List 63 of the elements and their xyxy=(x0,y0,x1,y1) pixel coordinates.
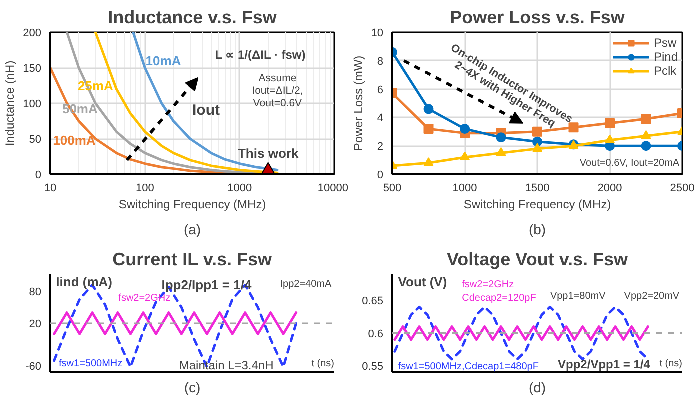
text: (c) xyxy=(184,380,201,396)
y-tick-label: -60 xyxy=(26,361,42,374)
annotation: Vpp1=80mV xyxy=(550,290,606,302)
x-tick-label: 2000 xyxy=(598,182,622,194)
x-tick-label: 2500 xyxy=(670,182,695,194)
series-label: fsw2=2GHz xyxy=(118,292,171,304)
text: (b) xyxy=(528,222,546,238)
y-tick-label: 0 xyxy=(35,170,42,182)
x-axis-title: t (ns) xyxy=(312,358,335,370)
y-tick-label: 20 xyxy=(29,318,42,330)
y-tick-label: 50 xyxy=(29,134,42,146)
series-label: This work xyxy=(238,146,300,161)
series-label: 100mA xyxy=(53,132,96,148)
annotation: Assume Iout=ΔIL/2, Vout=0.6V xyxy=(252,72,304,110)
x-axis-title: Switching Frequency (MHz) xyxy=(464,198,612,212)
x-tick-label: 500 xyxy=(383,182,402,194)
y-tick-label: 0.6 xyxy=(368,328,384,340)
text: (d) xyxy=(528,380,546,396)
x-tick-label: 10 xyxy=(44,182,57,194)
chart-title: Current IL v.s. Fsw xyxy=(112,250,274,270)
y-tick-label: 10 xyxy=(371,28,384,40)
annotation: Vout=0.6V, Iout=20mA xyxy=(580,158,680,169)
annotation: L ∝ 1/(ΔIL · fsw) xyxy=(215,48,306,62)
annotation: Maintain L=3.4nH xyxy=(179,358,274,372)
text: (a) xyxy=(184,222,202,238)
x-tick-label: 1000 xyxy=(228,182,252,194)
x-tick-label: 10000 xyxy=(318,182,349,194)
legend-label: Pclk xyxy=(654,64,677,78)
y-tick-label: 4 xyxy=(377,112,384,125)
y-axis-title: Power Loss (mW) xyxy=(351,56,366,152)
y-axis-title: Iind (mA) xyxy=(56,274,113,290)
y-axis-title: Vout (V) xyxy=(398,274,448,290)
y-tick-label: 2 xyxy=(377,141,384,154)
y-tick-label: 100 xyxy=(23,98,42,110)
annotation: Iout xyxy=(192,102,220,120)
y-tick-label: 0.55 xyxy=(362,360,384,373)
annotation: Vpp2/Vpp1 = 1/4 xyxy=(558,358,651,372)
y-tick-label: 0 xyxy=(377,170,384,182)
x-tick-label: 100 xyxy=(136,182,154,194)
annotation: Vpp2=20mV xyxy=(624,290,680,302)
y-tick-label: 80 xyxy=(29,286,42,299)
annotation: Ipp2=40mA xyxy=(280,279,332,290)
series-label: 10mA xyxy=(146,53,182,68)
y-axis-title: Inductance (nH) xyxy=(3,60,18,146)
legend-label: Psw xyxy=(654,36,677,50)
chart-title: Voltage Vout v.s. Fsw xyxy=(446,250,630,270)
text: fsw2=2GHz Cdecap2=120pF xyxy=(462,280,536,304)
legend-label: Pind xyxy=(654,50,678,64)
x-axis-title: t (ns) xyxy=(660,358,683,370)
y-tick-label: 6 xyxy=(377,84,384,96)
y-tick-label: 150 xyxy=(23,63,42,75)
y-tick-label: 200 xyxy=(23,28,42,40)
annotation: Ipp2/Ipp1 = 1/4 xyxy=(162,277,252,292)
series-label: fsw1=500MHz xyxy=(59,358,123,370)
chart-title: Power Loss v.s. Fsw xyxy=(450,8,626,28)
chart-title: Inductance v.s. Fsw xyxy=(108,8,278,28)
x-tick-label: 1000 xyxy=(452,182,478,194)
series-label: 25mA xyxy=(78,78,114,94)
y-tick-label: 0.65 xyxy=(362,296,384,308)
x-axis-title: Switching Frequency (MHz) xyxy=(118,198,266,212)
series-label: fsw1=500MHz,Cdecap1=480pF xyxy=(398,362,539,372)
y-tick-label: 8 xyxy=(377,56,384,68)
x-tick-label: 1500 xyxy=(525,182,550,194)
